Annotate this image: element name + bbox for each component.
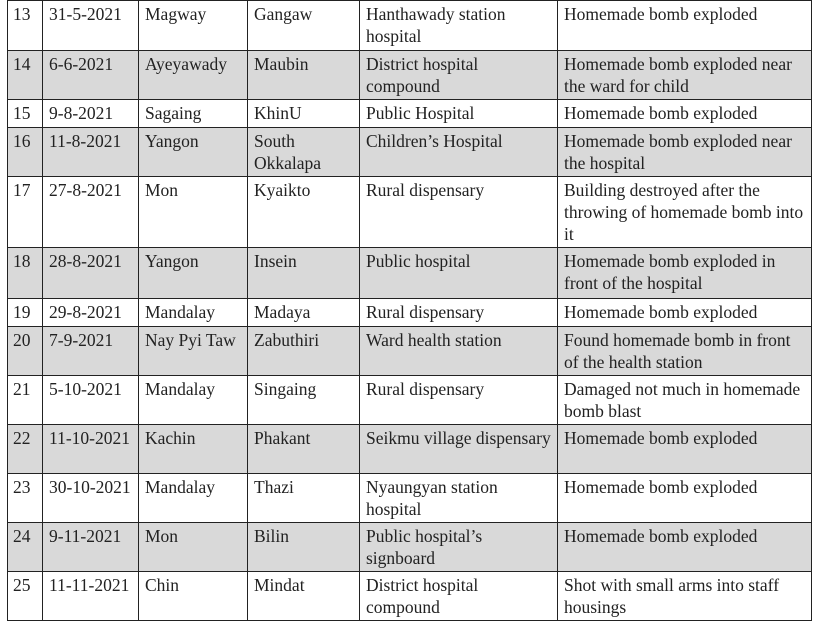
cell-no: 15 (7, 99, 43, 128)
table-row: 18 28-8-2021 Yangon Insein Public hospital Ho… (7, 247, 812, 299)
cell-place: Public hospital’s signboard (359, 522, 558, 572)
cell-date: 11-10-2021 (42, 424, 139, 474)
cell-date: 11-8-2021 (42, 127, 139, 177)
cell-no: 13 (7, 0, 43, 51)
cell-place: Nyaungyan station hospital (359, 473, 558, 523)
cell-place: Rural dispensary (359, 375, 558, 425)
cell-township: Zabuthiri (247, 326, 360, 376)
table-row: 25 11-11-2021 Chin Mindat District hospital … (7, 571, 812, 621)
table-row: 20 7-9-2021 Nay Pyi Taw Zabuthiri Ward healt… (7, 326, 812, 376)
cell-date: 29-8-2021 (42, 298, 139, 327)
table-row: 21 5-10-2021 Mandalay Singaing Rural dispens… (7, 375, 812, 425)
table-row: 17 27-8-2021 Mon Kyaikto Rural dispensary Bui… (7, 176, 812, 248)
cell-place: Public Hospital (359, 99, 558, 128)
cell-township: Phakant (247, 424, 360, 474)
cell-township: South Okkalapa (247, 127, 360, 177)
cell-no: 23 (7, 473, 43, 523)
cell-incident: Homemade bomb exploded (557, 473, 812, 523)
cell-place: Rural dispensary (359, 298, 558, 327)
cell-place: District hospital compound (359, 50, 558, 100)
cell-region: Sagaing (138, 99, 248, 128)
cell-date: 30-10-2021 (42, 473, 139, 523)
table-row: 16 11-8-2021 Yangon South Okkalapa Children’… (7, 127, 812, 177)
cell-no: 18 (7, 247, 43, 299)
cell-region: Kachin (138, 424, 248, 474)
cell-region: Mon (138, 176, 248, 248)
cell-incident: Building destroyed after the throwing of… (557, 176, 812, 248)
cell-no: 24 (7, 522, 43, 572)
cell-incident: Homemade bomb exploded near the hospital (557, 127, 812, 177)
cell-no: 20 (7, 326, 43, 376)
cell-township: Madaya (247, 298, 360, 327)
cell-incident: Homemade bomb exploded near the ward for… (557, 50, 812, 100)
cell-township: Gangaw (247, 0, 360, 51)
table-row: 14 6-6-2021 Ayeyawady Maubin District hospit… (7, 50, 812, 100)
incident-table: 13 31-5-2021 Magway Gangaw Hanthawady statio… (7, 0, 812, 621)
cell-region: Mandalay (138, 473, 248, 523)
cell-place: District hospital compound (359, 571, 558, 621)
cell-date: 9-8-2021 (42, 99, 139, 128)
cell-date: 6-6-2021 (42, 50, 139, 100)
cell-township: Insein (247, 247, 360, 299)
cell-incident: Homemade bomb exploded (557, 522, 812, 572)
cell-region: Yangon (138, 127, 248, 177)
cell-incident: Found homemade bomb in front of the heal… (557, 326, 812, 376)
table-row: 15 9-8-2021 Sagaing KhinU Public Hospital Hom… (7, 99, 812, 128)
cell-date: 9-11-2021 (42, 522, 139, 572)
cell-no: 17 (7, 176, 43, 248)
cell-incident: Homemade bomb exploded (557, 0, 812, 51)
cell-incident: Shot with small arms into staff housings (557, 571, 812, 621)
cell-date: 5-10-2021 (42, 375, 139, 425)
cell-incident: Homemade bomb exploded in front of the h… (557, 247, 812, 299)
cell-place: Public hospital (359, 247, 558, 299)
table-row: 22 11-10-2021 Kachin Phakant Seikmu village … (7, 424, 812, 474)
cell-place: Seikmu village dispensary (359, 424, 558, 474)
cell-date: 28-8-2021 (42, 247, 139, 299)
cell-region: Magway (138, 0, 248, 51)
table-row: 19 29-8-2021 Mandalay Madaya Rural dispensar… (7, 298, 812, 327)
cell-incident: Homemade bomb exploded (557, 424, 812, 474)
cell-date: 27-8-2021 (42, 176, 139, 248)
cell-no: 21 (7, 375, 43, 425)
cell-region: Ayeyawady (138, 50, 248, 100)
cell-township: Singaing (247, 375, 360, 425)
cell-township: Thazi (247, 473, 360, 523)
cell-place: Ward health station (359, 326, 558, 376)
cell-date: 7-9-2021 (42, 326, 139, 376)
cell-region: Nay Pyi Taw (138, 326, 248, 376)
cell-place: Hanthawady station hospital (359, 0, 558, 51)
cell-township: Kyaikto (247, 176, 360, 248)
cell-incident: Homemade bomb exploded (557, 99, 812, 128)
cell-no: 19 (7, 298, 43, 327)
cell-place: Children’s Hospital (359, 127, 558, 177)
cell-township: Maubin (247, 50, 360, 100)
cell-no: 22 (7, 424, 43, 474)
cell-date: 11-11-2021 (42, 571, 139, 621)
cell-region: Mandalay (138, 375, 248, 425)
table-row: 23 30-10-2021 Mandalay Thazi Nyaungyan stati… (7, 473, 812, 523)
cell-no: 16 (7, 127, 43, 177)
cell-township: KhinU (247, 99, 360, 128)
cell-region: Mon (138, 522, 248, 572)
cell-township: Mindat (247, 571, 360, 621)
cell-no: 25 (7, 571, 43, 621)
cell-township: Bilin (247, 522, 360, 572)
cell-region: Chin (138, 571, 248, 621)
cell-region: Yangon (138, 247, 248, 299)
cell-incident: Damaged not much in homemade bomb blast (557, 375, 812, 425)
cell-no: 14 (7, 50, 43, 100)
cell-date: 31-5-2021 (42, 0, 139, 51)
cell-region: Mandalay (138, 298, 248, 327)
cell-place: Rural dispensary (359, 176, 558, 248)
table-row: 24 9-11-2021 Mon Bilin Public hospital’s sig… (7, 522, 812, 572)
cell-incident: Homemade bomb exploded (557, 298, 812, 327)
table-row: 13 31-5-2021 Magway Gangaw Hanthawady statio… (7, 0, 812, 51)
